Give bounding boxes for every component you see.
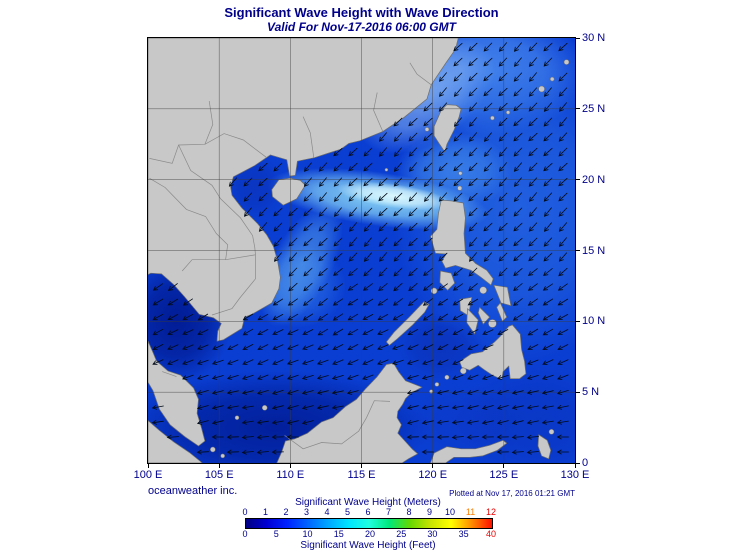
- lon-label: 115 E: [347, 469, 376, 481]
- meters-tick: 11: [465, 507, 476, 517]
- feet-tick: 35: [458, 529, 469, 539]
- lat-tick: [576, 108, 580, 110]
- land-layer: [148, 38, 570, 463]
- feet-tick: 5: [273, 529, 279, 539]
- meters-tick: 12: [485, 507, 497, 517]
- lat-tick: [576, 179, 580, 181]
- lat-label: 15 N: [582, 244, 606, 257]
- lat-label: 20 N: [582, 173, 606, 186]
- lon-tick: [432, 464, 434, 468]
- feet-tick: 0: [242, 529, 248, 539]
- meters-tick: 8: [406, 507, 412, 517]
- meters-tick: 7: [385, 507, 391, 517]
- lat-label: 10 N: [582, 315, 606, 328]
- colorbar-meters-label: Significant Wave Height (Meters): [295, 497, 441, 508]
- lon-tick: [147, 464, 149, 468]
- meters-tick: 1: [262, 507, 268, 517]
- feet-tick: 20: [364, 529, 375, 539]
- lon-label: 100 E: [133, 469, 163, 481]
- feet-tick: 30: [427, 529, 438, 539]
- meters-tick: 10: [444, 507, 455, 517]
- feet-tick: 15: [333, 529, 344, 539]
- lon-label: 110 E: [276, 469, 305, 481]
- lat-tick: [576, 391, 580, 393]
- lat-label: 5 N: [582, 386, 600, 399]
- feet-tick: 40: [485, 529, 497, 539]
- feet-tick: 25: [396, 529, 407, 539]
- wave-direction-arrows: [151, 42, 569, 455]
- lon-label: 130 E: [560, 469, 590, 481]
- lon-tick: [503, 464, 505, 468]
- lat-tick: [576, 462, 580, 464]
- page-title: Significant Wave Height with Wave Direct…: [224, 5, 499, 20]
- lat-label: 25 N: [582, 102, 606, 115]
- lat-tick: [576, 250, 580, 251]
- meters-tick: 4: [324, 507, 330, 517]
- lat-tick: [576, 37, 580, 39]
- country-border-lines: [149, 62, 432, 450]
- meters-tick: 0: [242, 507, 248, 517]
- plotted-timestamp: Plotted at Nov 17, 2016 01:21 GMT: [449, 489, 575, 498]
- lon-tick: [218, 464, 220, 468]
- colorbar-feet-label: Significant Wave Height (Feet): [300, 540, 436, 551]
- lon-tick: [289, 464, 291, 468]
- colorbar-feet-ticks: 0 5 10 15 20 25 30 35 40: [242, 529, 496, 540]
- wave-height-map: [148, 38, 575, 463]
- meters-tick: 2: [283, 507, 289, 517]
- meters-tick: 6: [365, 507, 371, 517]
- lon-tick: [361, 464, 362, 468]
- meters-tick: 9: [426, 507, 433, 517]
- map-frame: [147, 37, 576, 464]
- lon-tick: [574, 464, 576, 468]
- lat-label: 30 N: [582, 32, 606, 44]
- graticule-grid: [148, 38, 575, 463]
- meters-tick: 3: [303, 507, 310, 517]
- lat-label: 0: [582, 457, 589, 469]
- valid-time-subtitle: Valid For Nov-17-2016 06:00 GMT: [267, 20, 456, 34]
- colorbar: [245, 518, 493, 529]
- feet-tick: 10: [302, 529, 313, 539]
- lat-tick: [576, 320, 580, 322]
- colorbar-meters-ticks: 0 1 2 3 4 5 6 7 8 9 10 11 12: [242, 507, 496, 518]
- lon-label: 125 E: [489, 469, 519, 481]
- meters-tick: 5: [344, 507, 351, 517]
- lon-label: 120 E: [418, 469, 448, 481]
- credit: oceanweather inc.: [148, 485, 238, 497]
- lon-label: 105 E: [204, 469, 234, 481]
